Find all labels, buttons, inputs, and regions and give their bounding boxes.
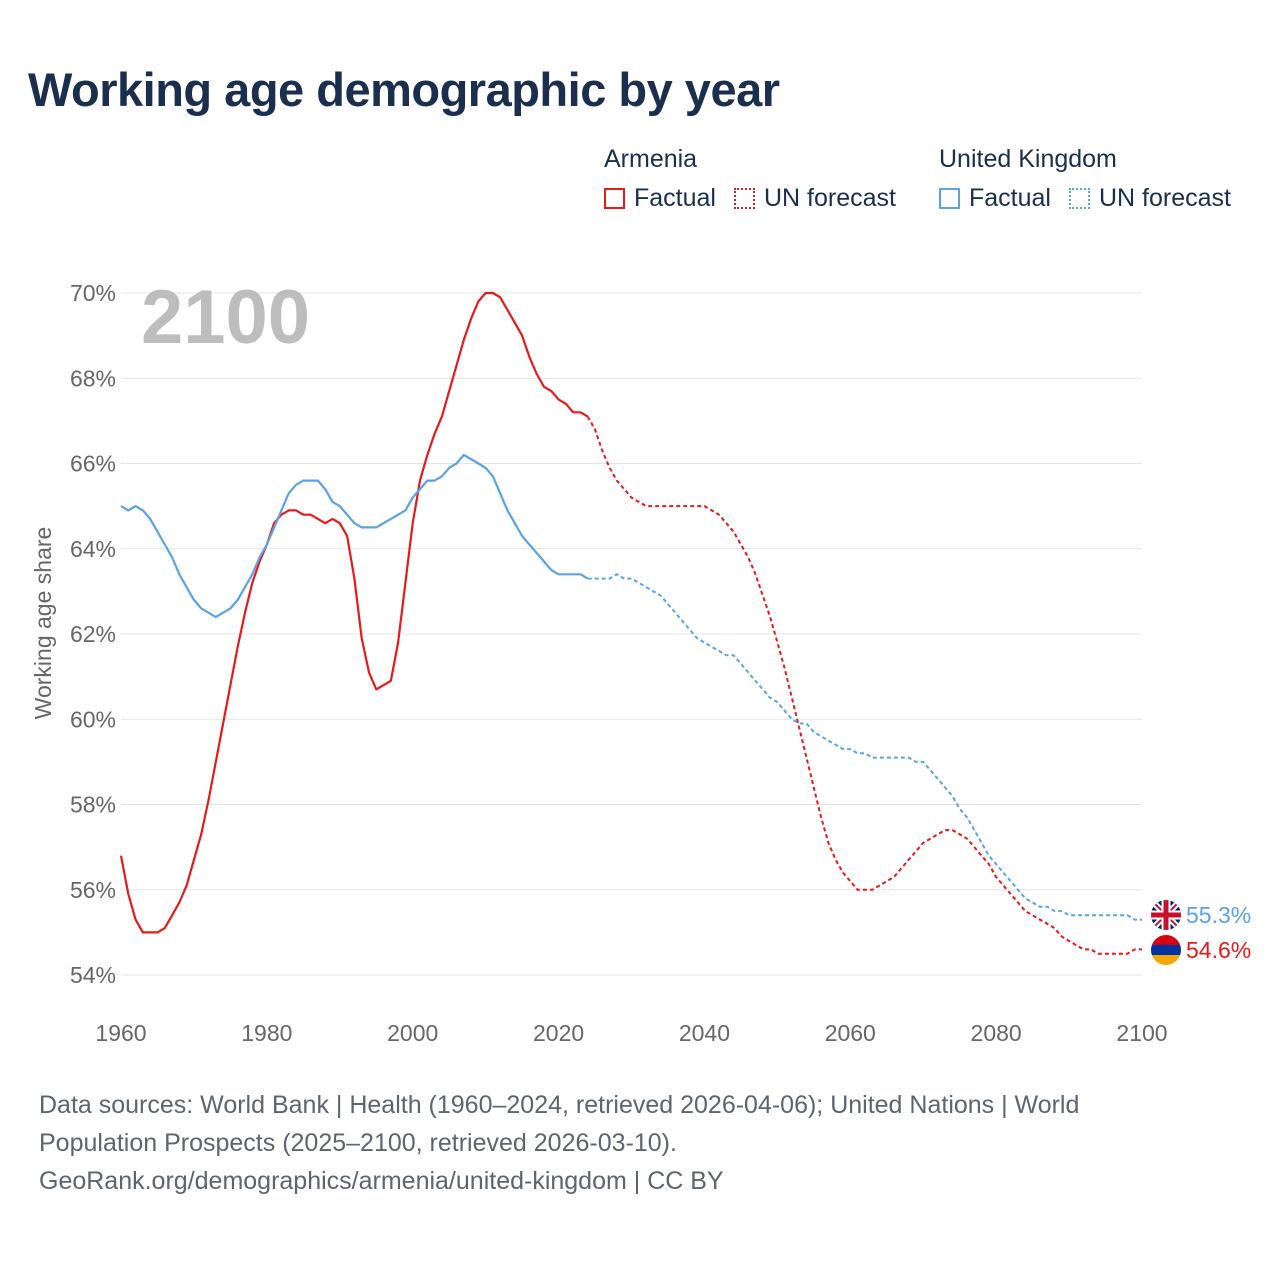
armenia-forecast-line xyxy=(586,416,1142,955)
x-tick-label: 2080 xyxy=(971,1020,1022,1046)
united-kingdom-forecast-line xyxy=(587,573,1142,921)
footer-line: Population Prospects (2025–2100, retriev… xyxy=(39,1129,677,1157)
legend-swatch-solid xyxy=(604,188,625,209)
armenia-factual-line xyxy=(119,291,589,934)
legend-swatch-dotted xyxy=(733,188,755,209)
united-kingdom-end-label: 55.3% xyxy=(1186,902,1251,928)
legend-united-kingdom-title: United Kingdom xyxy=(939,145,1117,173)
y-axis-label: Working age share xyxy=(30,527,56,720)
legend-swatch-solid xyxy=(939,188,960,209)
legend-armenia-factual[interactable]: Factual xyxy=(604,184,716,213)
legend-label: UN forecast xyxy=(1098,184,1231,212)
y-tick-label: 54% xyxy=(70,962,116,988)
y-tick-label: 60% xyxy=(70,706,116,732)
x-tick-label: 2040 xyxy=(679,1020,730,1046)
y-tick-label: 66% xyxy=(70,451,116,477)
x-tick-label: 2020 xyxy=(533,1020,584,1046)
footer-line: Data sources: World Bank | Health (1960–… xyxy=(39,1091,1080,1119)
x-tick-label: 1960 xyxy=(95,1020,146,1046)
armenia-end-label: 54.6% xyxy=(1186,937,1251,963)
legend-armenia-forecast[interactable]: UN forecast xyxy=(733,184,896,213)
footer-line: GeoRank.org/demographics/armenia/united-… xyxy=(39,1167,724,1195)
legend-armenia: Armenia Factual UN forecast xyxy=(604,142,896,213)
armenia-flag xyxy=(1151,935,1181,965)
chart-title: Working age demographic by year xyxy=(28,63,780,116)
y-tick-label: 68% xyxy=(70,365,116,391)
year-watermark: 2100 xyxy=(141,275,310,360)
legend-label: UN forecast xyxy=(763,184,896,212)
footer-sources: Data sources: World Bank | Health (1960–… xyxy=(39,1086,1239,1200)
x-tick-label: 2060 xyxy=(825,1020,876,1046)
legend-label: Factual xyxy=(634,184,716,212)
legend-united-kingdom-forecast[interactable]: UN forecast xyxy=(1068,184,1231,213)
y-tick-label: 70% xyxy=(70,280,116,306)
y-tick-label: 62% xyxy=(70,621,116,647)
united-kingdom-factual-line xyxy=(120,453,589,619)
x-tick-label: 2000 xyxy=(387,1020,438,1046)
legend-united-kingdom-factual[interactable]: Factual xyxy=(939,184,1051,213)
y-tick-label: 58% xyxy=(70,792,116,818)
legend-label: Factual xyxy=(969,184,1051,212)
legend-swatch-dotted xyxy=(1068,188,1090,209)
y-tick-label: 64% xyxy=(70,536,116,562)
x-tick-label: 2100 xyxy=(1116,1020,1167,1046)
x-tick-label: 1980 xyxy=(241,1020,292,1046)
united-kingdom-flag xyxy=(1151,900,1181,930)
y-tick-label: 56% xyxy=(70,877,116,903)
legend-united-kingdom: United Kingdom Factual UN forecast xyxy=(939,142,1231,213)
legend-armenia-title: Armenia xyxy=(604,145,698,173)
